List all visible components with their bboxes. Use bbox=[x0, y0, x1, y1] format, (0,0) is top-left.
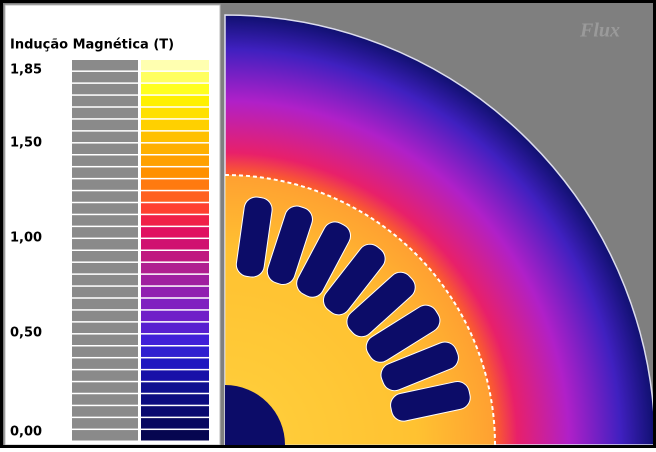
legend-tick-label: 1,85 bbox=[10, 63, 42, 78]
color-band bbox=[141, 144, 209, 154]
color-band bbox=[141, 60, 209, 70]
grey-band bbox=[72, 108, 138, 118]
grey-band bbox=[72, 120, 138, 130]
grey-band bbox=[72, 96, 138, 106]
color-band bbox=[141, 239, 209, 249]
color-band bbox=[141, 84, 209, 94]
legend-tick-label: 1,50 bbox=[10, 136, 42, 151]
color-band bbox=[141, 299, 209, 309]
legend-tick-label: 0,00 bbox=[10, 425, 42, 440]
grey-band bbox=[72, 239, 138, 249]
legend-tick-label: 1,00 bbox=[10, 231, 42, 246]
grey-band bbox=[72, 132, 138, 142]
color-band bbox=[141, 132, 209, 142]
grey-band bbox=[72, 144, 138, 154]
legend-tick-label: 0,50 bbox=[10, 326, 42, 341]
grey-band bbox=[72, 358, 138, 368]
color-band bbox=[141, 323, 209, 333]
grey-band bbox=[72, 418, 138, 428]
grey-band bbox=[72, 191, 138, 201]
grey-band bbox=[72, 382, 138, 392]
grey-band bbox=[72, 215, 138, 225]
color-band bbox=[141, 382, 209, 392]
grey-band bbox=[72, 156, 138, 166]
color-band bbox=[141, 167, 209, 177]
color-band bbox=[141, 251, 209, 261]
color-band bbox=[141, 203, 209, 213]
color-band bbox=[141, 394, 209, 404]
grey-band bbox=[72, 84, 138, 94]
grey-band bbox=[72, 406, 138, 416]
color-band bbox=[141, 120, 209, 130]
grey-band bbox=[72, 394, 138, 404]
color-band bbox=[141, 96, 209, 106]
grey-band bbox=[72, 263, 138, 273]
grey-band bbox=[72, 287, 138, 297]
color-band bbox=[141, 179, 209, 189]
color-band bbox=[141, 418, 209, 428]
grey-band bbox=[72, 275, 138, 285]
color-band bbox=[141, 108, 209, 118]
color-band bbox=[141, 430, 209, 440]
grey-band bbox=[72, 430, 138, 440]
color-band bbox=[141, 191, 209, 201]
grey-band bbox=[72, 60, 138, 70]
grey-band bbox=[72, 72, 138, 82]
color-band bbox=[141, 287, 209, 297]
color-band bbox=[141, 156, 209, 166]
color-band bbox=[141, 72, 209, 82]
color-band bbox=[141, 347, 209, 357]
grey-band bbox=[72, 323, 138, 333]
color-band bbox=[141, 275, 209, 285]
color-band bbox=[141, 311, 209, 321]
grey-band bbox=[72, 203, 138, 213]
color-band bbox=[141, 370, 209, 380]
grey-band bbox=[72, 227, 138, 237]
grey-band bbox=[72, 311, 138, 321]
color-band bbox=[141, 358, 209, 368]
grey-band bbox=[72, 335, 138, 345]
grey-band bbox=[72, 299, 138, 309]
color-band bbox=[141, 227, 209, 237]
legend-title: Indução Magnética (T) bbox=[10, 38, 174, 53]
grey-band bbox=[72, 167, 138, 177]
grey-band bbox=[72, 251, 138, 261]
color-band bbox=[141, 215, 209, 225]
color-band bbox=[141, 335, 209, 345]
grey-band bbox=[72, 370, 138, 380]
screenshot: Flux Indução Magnética (T) 1,85 1,50 1,00 0… bbox=[0, 0, 656, 448]
logo: Flux bbox=[579, 20, 620, 42]
color-band bbox=[141, 406, 209, 416]
color-band bbox=[141, 263, 209, 273]
grey-band bbox=[72, 347, 138, 357]
grey-band bbox=[72, 179, 138, 189]
